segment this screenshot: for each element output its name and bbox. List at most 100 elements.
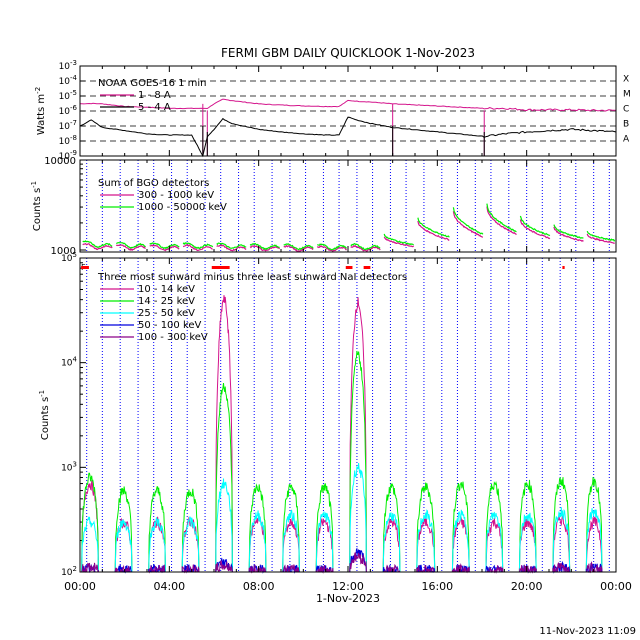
nai-series-1 [114, 486, 133, 572]
bgo-series-high [149, 242, 180, 250]
bgo-series-low [519, 219, 551, 240]
time-tick-label: 00:00 [64, 580, 96, 593]
nai-series-1 [248, 483, 267, 572]
nai-y-tick-label: 102 [61, 565, 77, 578]
flare-interval-bar [211, 266, 230, 269]
nai-series-1 [81, 472, 99, 573]
time-tick-label: 12:00 [332, 580, 364, 593]
bgo-series-low [182, 244, 213, 252]
goes-legend-title: NOAA GOES-16 1 min [98, 78, 207, 89]
bgo-series-high [82, 240, 113, 249]
goes-y-tick-label: 10-7 [59, 119, 77, 132]
nai-series-4 [215, 560, 233, 573]
nai-series-2 [382, 512, 401, 572]
nai-series-0 [81, 479, 99, 572]
bgo-series-low [350, 244, 381, 253]
bgo-series-low [383, 236, 415, 248]
bgo-series-high [317, 243, 348, 251]
flare-interval-bar [81, 266, 89, 269]
bgo-series-high [417, 217, 450, 238]
goes-y-tick-label: 10-9 [59, 149, 77, 162]
nai-series-4 [518, 564, 537, 574]
bgo-series-low [116, 244, 146, 252]
goes-series-short [79, 116, 617, 158]
goes-class-label: A [623, 135, 630, 145]
nai-series-2 [416, 509, 436, 573]
nai-series-1 [349, 350, 367, 573]
x-axis-label: 1-Nov-2023 [316, 592, 380, 605]
nai-series-1 [315, 483, 334, 573]
nai-y-tick-label: 104 [61, 356, 77, 369]
bgo-series-low [553, 226, 584, 242]
nai-series-2 [451, 509, 470, 572]
nai-series-4 [315, 564, 334, 574]
nai-series-2 [349, 462, 367, 572]
nai-series-1 [148, 486, 166, 573]
goes-series-long [79, 98, 617, 112]
nai-series-4 [349, 552, 367, 572]
nai-series-0 [181, 516, 200, 572]
bgo-series-high [586, 230, 616, 242]
goes-class-label: X [623, 75, 629, 85]
footer-timestamp: 11-Nov-2023 11:09 [539, 626, 636, 637]
bgo-series-low [249, 244, 281, 252]
bgo-series-low [486, 206, 517, 236]
bgo-series-high [519, 215, 551, 237]
nai-legend-entry: 14 - 25 keV [138, 296, 195, 307]
nai-legend-entry: 100 - 300 keV [138, 332, 208, 343]
goes-y-tick-label: 10-6 [59, 104, 78, 117]
nai-legend-entry: 10 - 14 keV [138, 284, 195, 295]
nai-series-1 [382, 483, 401, 572]
nai-series-4 [148, 564, 166, 574]
nai-series-2 [585, 508, 603, 572]
nai-series-1 [282, 484, 300, 573]
nai-series-0 [485, 518, 504, 573]
goes-y-tick-label: 10-3 [59, 59, 77, 72]
bgo-series-high [452, 207, 484, 235]
time-tick-label: 16:00 [421, 580, 453, 593]
nai-series-2 [315, 511, 334, 573]
goes-y-tick-label: 10-5 [59, 89, 77, 102]
time-axis: 00:00 04:00 08:00 12:00 16:00 20:00 00:00 [64, 580, 632, 593]
nai-series-1 [416, 482, 436, 572]
nai-series-1 [181, 488, 200, 572]
bgo-series-high [116, 241, 146, 249]
flare-interval-bar [363, 266, 371, 269]
nai-series-1 [518, 479, 537, 573]
bgo-series-low [452, 211, 483, 238]
nai-series-4 [416, 564, 435, 573]
nai-series-2 [181, 515, 200, 572]
nai-series-2 [282, 509, 300, 573]
nai-series-4 [81, 562, 99, 573]
nai-series-2 [518, 512, 537, 573]
nai-series-3 [416, 564, 436, 573]
time-tick-label: 08:00 [243, 580, 275, 593]
nai-series-4 [586, 561, 603, 574]
nai-series-4 [248, 564, 267, 574]
bgo-series-high [283, 243, 314, 251]
bgo-series-low [216, 244, 247, 252]
goes-y-tick-label: 10-4 [59, 74, 78, 87]
goes-legend-entry: 1 - 8 A [138, 90, 171, 101]
time-tick-label: 00:00 [600, 580, 632, 593]
goes-class-label: B [623, 120, 629, 130]
bgo-series-high [383, 233, 414, 246]
nai-y-tick-label: 103 [61, 460, 77, 473]
nai-series-0 [114, 517, 133, 573]
nai-series-4 [485, 565, 504, 574]
bgo-series-low [149, 244, 180, 252]
flare-interval-bar [562, 266, 565, 269]
nai-series-2 [114, 519, 133, 572]
nai-series-2 [215, 478, 233, 572]
nai-series-2 [81, 516, 99, 572]
time-tick-label: 04:00 [153, 580, 185, 593]
bgo-legend-entry: 300 - 1000 keV [138, 190, 214, 201]
goes-y-tick-label: 10-8 [59, 134, 77, 147]
bgo-legend-title: Sum of BGO detectors [98, 178, 209, 189]
nai-series-1 [552, 476, 571, 573]
goes-class-label: C [623, 105, 629, 115]
nai-legend-entry: 50 - 100 keV [138, 320, 202, 331]
bgo-series-high [350, 243, 381, 251]
bgo-y-label: Counts s-1 [30, 181, 43, 231]
